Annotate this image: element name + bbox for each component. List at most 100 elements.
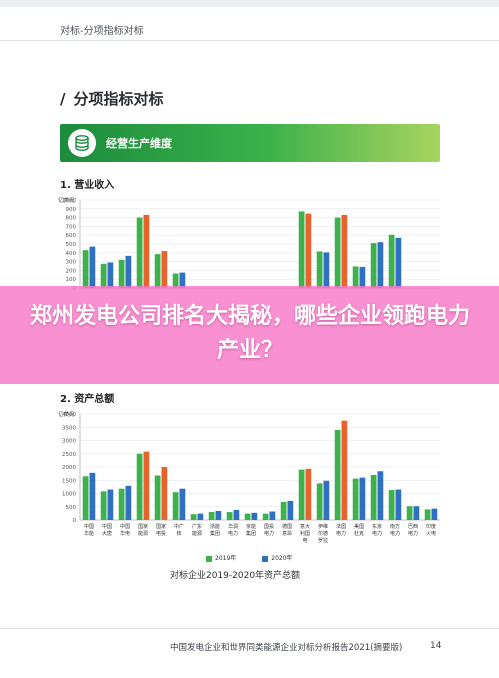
title-overlay	[0, 286, 499, 384]
bar-2019	[172, 273, 179, 288]
chart1-title: 1. 营业收入	[60, 180, 115, 191]
x-tick-label: 电	[302, 537, 307, 544]
coins-icon-graphic	[75, 135, 89, 151]
bar-2020	[233, 509, 240, 520]
x-tick-label: 中国	[102, 523, 112, 530]
footer-divider	[0, 628, 499, 629]
bar-2020	[341, 420, 348, 520]
y-tick-label: 1000	[62, 198, 76, 204]
x-tick-label: 南方	[390, 523, 400, 530]
bar-2019	[352, 266, 359, 288]
x-tick-label: 印度	[426, 523, 436, 530]
x-tick-label: 德国	[282, 523, 292, 530]
bar-2019	[82, 250, 89, 288]
bar-2019	[280, 501, 287, 520]
bar-2020	[197, 513, 204, 520]
x-tick-label: 集团	[210, 530, 220, 537]
bar-2019	[118, 488, 125, 520]
bar-2020	[377, 471, 384, 520]
section-title-text: 分项指标对标	[73, 90, 164, 108]
bar-2020	[143, 451, 150, 520]
bar-2020	[341, 214, 348, 288]
legend-2020-label: 2020年	[271, 555, 293, 562]
bar-2019	[154, 475, 161, 520]
section-title: / 分项指标对标	[60, 88, 164, 109]
bar-2020	[287, 500, 294, 520]
bar-2020	[395, 237, 402, 288]
y-tick-label: 1500	[62, 478, 76, 484]
y-tick-label: 900	[66, 207, 77, 213]
x-tick-label: 国家	[138, 523, 148, 530]
x-tick-label: 意昂	[282, 530, 292, 537]
bar-2020	[305, 213, 312, 288]
bar-2019	[334, 217, 341, 288]
bar-2019	[388, 490, 395, 520]
bar-2020	[143, 214, 150, 288]
banner-label: 经营生产维度	[106, 137, 172, 150]
y-tick-label: 400	[66, 251, 77, 257]
footer-report-title: 中国发电企业和世界同类能源企业对标分析报告2021(摘要版)	[170, 643, 403, 653]
x-tick-label: 能源	[138, 530, 148, 537]
bar-2020	[215, 510, 222, 520]
bar-2020	[431, 508, 438, 520]
x-tick-label: 电力	[372, 530, 382, 537]
x-tick-label: 法国	[336, 523, 346, 530]
y-tick-label: 300	[66, 260, 77, 266]
x-tick-label: 巴西	[408, 524, 418, 530]
bar-2019	[406, 506, 413, 520]
bar-2019	[388, 234, 395, 288]
bar-2019	[370, 243, 377, 288]
bar-2019	[190, 514, 197, 520]
x-tick-label: 杜克	[354, 530, 364, 537]
x-tick-label: 电力	[390, 530, 400, 537]
x-tick-label: 电力	[336, 530, 346, 537]
legend-2019-swatch	[206, 555, 212, 562]
bar-2019	[316, 251, 323, 288]
slash-icon: /	[60, 90, 66, 108]
x-tick-label: 电力	[264, 530, 274, 537]
y-axis-label: 亿美元	[58, 196, 75, 204]
y-tick-label: 4000	[62, 412, 76, 418]
dimension-banner: 经营生产维度	[60, 124, 440, 162]
bar-2019	[100, 263, 107, 288]
bar-2020	[359, 477, 366, 520]
bar-2019	[424, 509, 431, 520]
y-tick-label: 3000	[62, 439, 76, 445]
bar-2019	[118, 259, 125, 288]
page-number: 14	[430, 641, 442, 651]
y-tick-label: 200	[66, 268, 77, 274]
bar-2020	[89, 246, 96, 288]
x-tick-label: 利国	[300, 530, 310, 537]
bar-2019	[370, 474, 377, 520]
y-tick-label: 500	[66, 242, 77, 248]
y-axis-label: 亿美元	[58, 410, 75, 418]
x-tick-label: 广东	[192, 523, 202, 530]
bar-2020	[377, 242, 384, 288]
bar-2020	[125, 255, 132, 288]
x-tick-label: 能源	[192, 530, 202, 537]
bar-2020	[179, 272, 186, 288]
bar-2019	[226, 512, 233, 520]
bar-2020	[359, 266, 366, 288]
bar-2020	[161, 467, 168, 520]
y-tick-label: 0	[73, 518, 77, 524]
y-tick-label: 800	[66, 216, 77, 222]
x-tick-label: 意大	[300, 523, 310, 530]
legend-2019-label: 2019年	[215, 555, 237, 562]
x-tick-label: 浙能	[210, 523, 220, 530]
bar-2020	[323, 480, 330, 520]
y-tick-label: 2000	[62, 465, 76, 471]
x-tick-label: 大唐	[102, 530, 112, 537]
y-tick-label: 700	[66, 224, 77, 230]
x-tick-label: 中国	[120, 523, 130, 530]
bar-2019	[208, 512, 215, 520]
bar-2019	[298, 469, 305, 520]
bar-2020	[305, 468, 312, 520]
y-tick-label: 100	[66, 277, 77, 283]
bar-2019	[154, 254, 161, 288]
bar-2020	[323, 252, 330, 288]
chart-caption: 对标企业2019-2020年资产总额	[170, 571, 301, 581]
x-tick-label: 中广	[174, 523, 184, 530]
bar-2020	[125, 485, 132, 520]
